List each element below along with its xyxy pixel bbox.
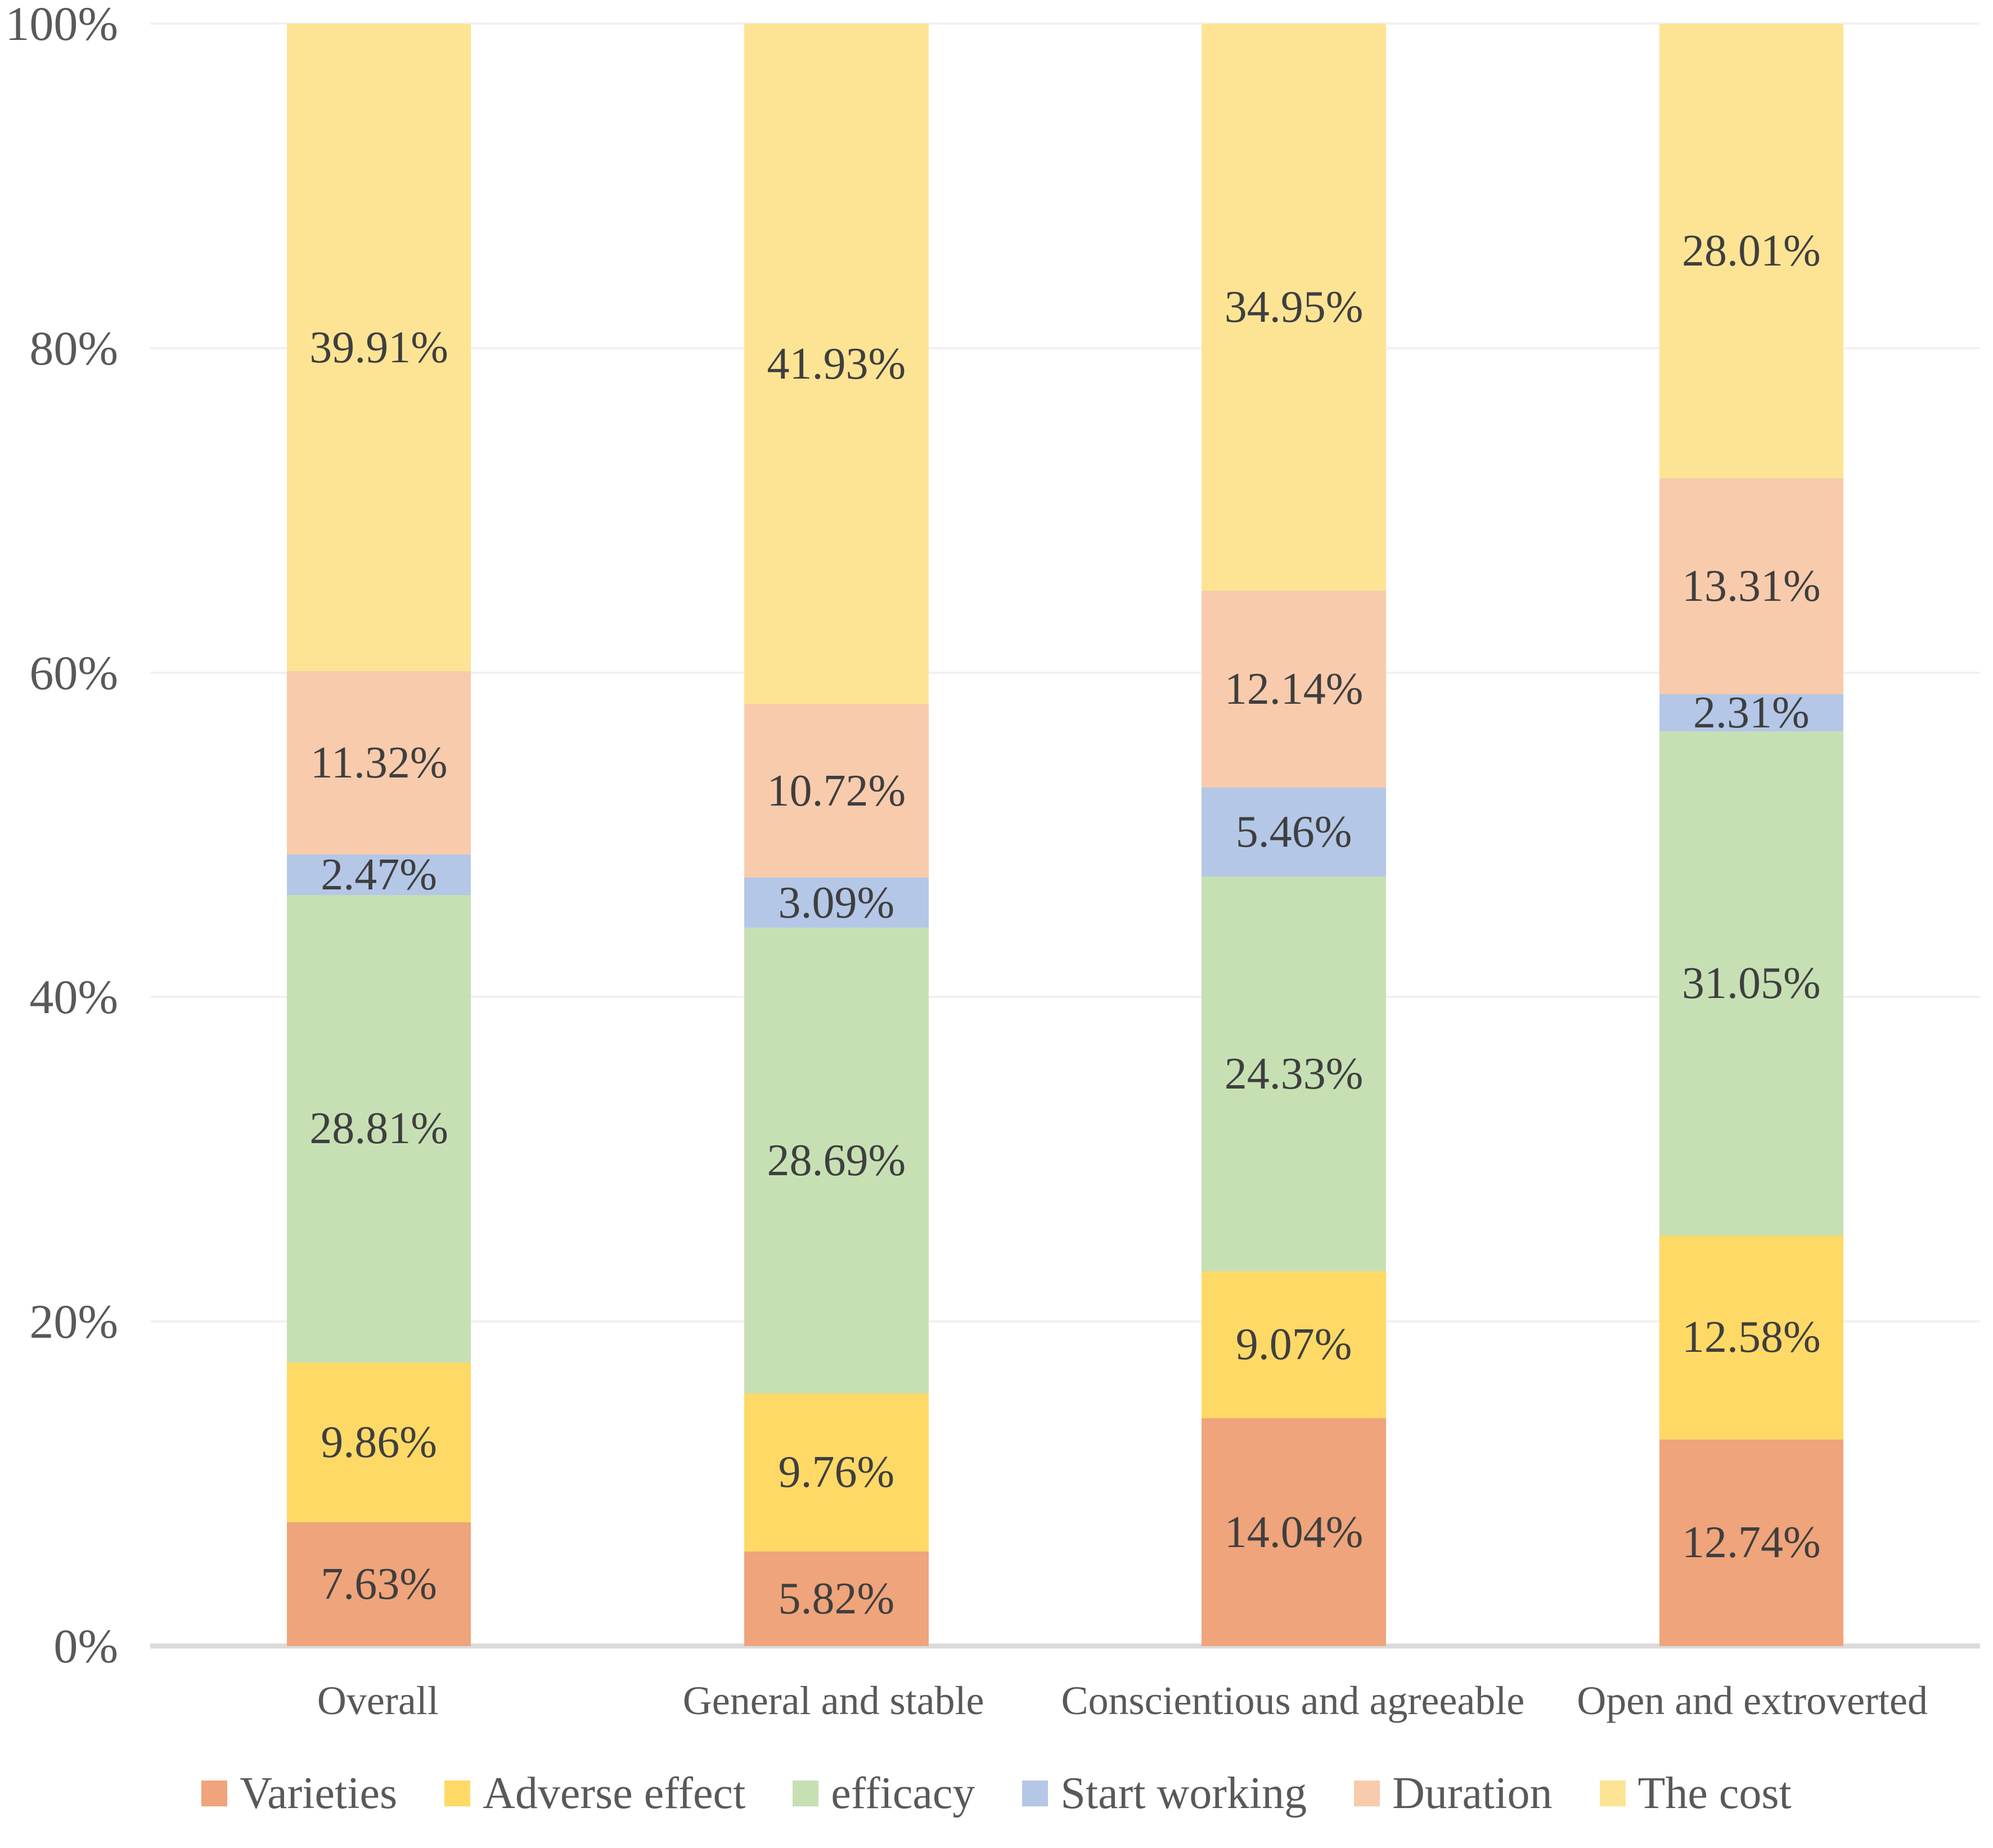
x-axis-label-general-and-stable: General and stable xyxy=(682,1678,984,1723)
legend-swatch-icon xyxy=(1022,1780,1049,1806)
legend: Varieties Adverse effect efficacy Start wor… xyxy=(0,1771,1993,1816)
data-label: 41.93% xyxy=(767,339,906,389)
legend-item-adverse-effect: Adverse effect xyxy=(444,1771,745,1816)
data-label: 28.81% xyxy=(309,1104,448,1154)
legend-label: Start working xyxy=(1060,1769,1307,1818)
legend-swatch-icon xyxy=(201,1780,228,1806)
data-label: 9.86% xyxy=(321,1417,437,1467)
legend-swatch-icon xyxy=(1354,1780,1380,1806)
data-label: 34.95% xyxy=(1224,282,1364,332)
bar-overall: 7.63% 9.86% 28.81% 2.47% 11.32% 39.91% xyxy=(286,24,471,1646)
legend-item-start-working: Start working xyxy=(1022,1771,1307,1816)
data-label: 5.46% xyxy=(1235,807,1352,857)
data-label: 9.76% xyxy=(778,1447,895,1498)
data-label: 31.05% xyxy=(1682,959,1821,1009)
segment-start-working: 2.31% xyxy=(1659,690,1844,735)
segment-varieties: 12.74% xyxy=(1659,1439,1844,1646)
y-axis-tick-60: 60% xyxy=(29,645,118,700)
legend-label: Adverse effect xyxy=(483,1769,746,1818)
legend-swatch-icon xyxy=(444,1780,471,1806)
segment-the-cost: 28.01% xyxy=(1659,24,1844,478)
x-axis-baseline xyxy=(150,1643,1980,1649)
legend-item-the-cost: The cost xyxy=(1599,1769,1792,1818)
data-label: 2.47% xyxy=(321,850,437,900)
data-label: 12.58% xyxy=(1682,1312,1821,1363)
bar-general-and-stable: 5.82% 9.76% 28.69% 3.09% 10.72% 41.93% xyxy=(744,23,929,1646)
data-label: 11.32% xyxy=(310,738,448,788)
segment-adverse-effect: 9.76% xyxy=(744,1393,929,1552)
data-label: 12.74% xyxy=(1682,1518,1821,1568)
data-label: 39.91% xyxy=(309,322,448,372)
x-axis-labels: Overall General and stable Conscientious a… xyxy=(150,1670,1980,1732)
gridline-80 xyxy=(150,347,1980,349)
legend-item-efficacy: efficacy xyxy=(793,1771,975,1816)
gridline-40 xyxy=(150,996,1980,999)
segment-duration: 13.31% xyxy=(1659,478,1844,694)
segment-efficacy: 28.81% xyxy=(286,894,471,1363)
legend-item-duration: Duration xyxy=(1354,1769,1553,1818)
data-label: 12.14% xyxy=(1224,664,1364,714)
bar-open-and-extroverted: 12.74% 12.58% 31.05% 2.31% 13.31% 28.01% xyxy=(1659,24,1844,1646)
data-label: 7.63% xyxy=(321,1559,437,1609)
legend-label: Varieties xyxy=(240,1769,398,1818)
segment-start-working: 5.46% xyxy=(1202,788,1386,876)
segment-duration: 11.32% xyxy=(286,671,471,855)
legend-label: The cost xyxy=(1637,1769,1792,1818)
segment-adverse-effect: 9.07% xyxy=(1202,1271,1386,1419)
legend-swatch-icon xyxy=(793,1780,819,1806)
segment-varieties: 7.63% xyxy=(286,1522,471,1646)
data-label: 2.31% xyxy=(1693,688,1810,738)
gridline-60 xyxy=(150,671,1980,674)
segment-efficacy: 31.05% xyxy=(1659,731,1844,1235)
bar-slot-1: 5.82% 9.76% 28.69% 3.09% 10.72% 41.93% xyxy=(608,23,1065,1646)
data-label: 13.31% xyxy=(1682,561,1821,611)
legend-swatch-icon xyxy=(1599,1780,1626,1806)
data-label: 5.82% xyxy=(778,1574,895,1624)
gridline-20 xyxy=(150,1320,1980,1323)
segment-efficacy: 28.69% xyxy=(744,928,929,1393)
gridline-100 xyxy=(150,23,1980,25)
y-axis-tick-0: 0% xyxy=(53,1619,118,1673)
data-label: 24.33% xyxy=(1224,1049,1364,1099)
y-axis-tick-100: 100% xyxy=(5,0,118,51)
x-axis-label-conscientious-and-agreeable: Conscientious and agreeable xyxy=(1061,1678,1525,1723)
bars-container: 7.63% 9.86% 28.81% 2.47% 11.32% 39.91% 5.82% 9.… xyxy=(150,23,1980,1646)
segment-start-working: 2.47% xyxy=(286,850,471,900)
segment-efficacy: 24.33% xyxy=(1202,876,1386,1271)
data-label: 3.09% xyxy=(778,878,895,928)
data-label: 9.07% xyxy=(1235,1320,1352,1370)
data-label: 28.01% xyxy=(1682,226,1821,276)
segment-the-cost: 41.93% xyxy=(744,23,929,704)
legend-item-varieties: Varieties xyxy=(201,1771,397,1816)
data-label: 28.69% xyxy=(767,1136,906,1186)
bar-slot-0: 7.63% 9.86% 28.81% 2.47% 11.32% 39.91% xyxy=(150,24,608,1646)
segment-start-working: 3.09% xyxy=(744,878,929,928)
y-axis-tick-40: 40% xyxy=(29,970,118,1024)
legend-label: efficacy xyxy=(831,1769,975,1818)
segment-the-cost: 39.91% xyxy=(286,24,471,672)
data-label: 10.72% xyxy=(767,766,906,816)
bar-slot-2: 14.04% 9.07% 24.33% 5.46% 12.14% 34.95% xyxy=(1065,24,1523,1646)
segment-the-cost: 34.95% xyxy=(1202,24,1386,591)
legend-label: Duration xyxy=(1392,1769,1553,1818)
segment-adverse-effect: 12.58% xyxy=(1659,1235,1844,1440)
bar-slot-3: 12.74% 12.58% 31.05% 2.31% 13.31% 28.01% xyxy=(1523,24,1980,1646)
segment-duration: 12.14% xyxy=(1202,591,1386,788)
segment-varieties: 5.82% xyxy=(744,1552,929,1646)
x-axis-label-open-and-extroverted: Open and extroverted xyxy=(1577,1678,1928,1723)
plot-area: 0% 20% 40% 60% 80% 100% 7.63% 9.86% 28.81% 2.47%… xyxy=(5,0,1980,1670)
data-label: 14.04% xyxy=(1224,1507,1364,1557)
y-axis-tick-80: 80% xyxy=(29,321,118,375)
segment-duration: 10.72% xyxy=(744,704,929,878)
y-axis-tick-20: 20% xyxy=(29,1294,118,1349)
segment-varieties: 14.04% xyxy=(1202,1418,1386,1646)
segment-adverse-effect: 9.86% xyxy=(286,1362,471,1522)
x-axis-label-overall: Overall xyxy=(317,1678,439,1723)
bar-conscientious-and-agreeable: 14.04% 9.07% 24.33% 5.46% 12.14% 34.95% xyxy=(1202,24,1386,1646)
